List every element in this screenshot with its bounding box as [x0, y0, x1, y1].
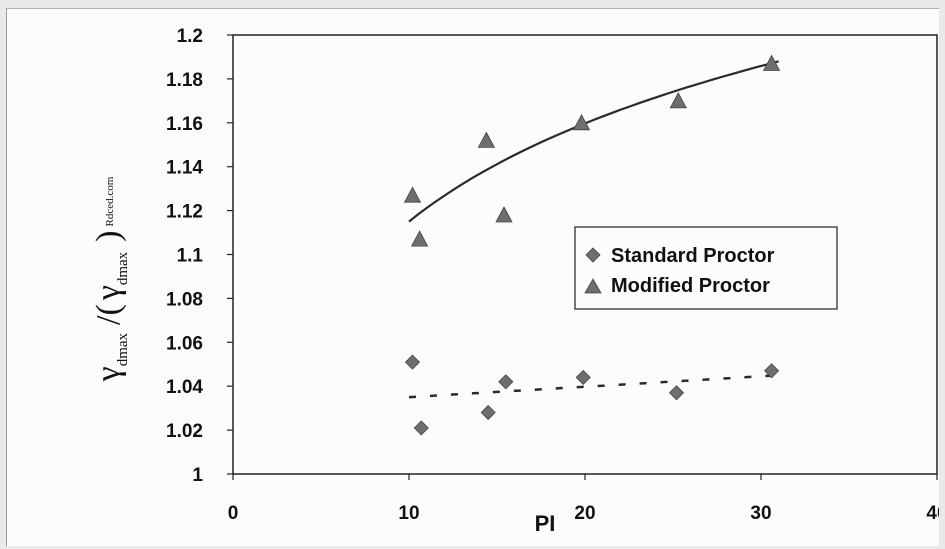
y-tick-label: 1.04	[166, 377, 203, 398]
y-tick-label: 1.12	[166, 202, 203, 223]
legend-marker-modified	[584, 278, 602, 294]
x-tick-label: 20	[574, 503, 595, 524]
trend-line-modified	[408, 60, 779, 223]
y-axis-label: γdmax/(γdmax)Rdced.com	[90, 176, 131, 382]
x-tick-label: 10	[398, 503, 419, 524]
legend-marker-standard	[585, 247, 601, 263]
chart-frame: 1 1.02 1.04 1.06 1.08 1.1 1.12 1.14 1.16 1.18 1.2 …	[6, 8, 939, 546]
x-tick-label: 40	[926, 503, 939, 524]
y-label-slash: /(	[90, 304, 127, 325]
y-tick-label: 1.14	[166, 158, 203, 179]
standard-proctor-point	[498, 374, 514, 390]
standard-proctor-point	[668, 385, 685, 401]
standard-proctor-point	[764, 363, 780, 379]
modified-proctor-point	[669, 92, 687, 109]
modified-proctor-point	[410, 230, 429, 247]
y-label-tail: Rdced.com	[104, 176, 116, 226]
y-tick-label: 1.1	[177, 246, 204, 267]
modified-proctor-point	[572, 113, 591, 131]
x-axis-label: PI	[535, 511, 556, 536]
modified-proctor-point	[403, 186, 422, 203]
svg-text:γdmax/(γdmax)Rdced.com: γdmax/(γdmax)Rdced.com	[90, 176, 131, 382]
x-tick-label: 0	[228, 503, 239, 524]
y-label-sub: dmax	[115, 332, 131, 366]
modified-proctor-point	[477, 131, 496, 148]
modified-proctor-point	[762, 54, 781, 71]
legend-box	[574, 226, 838, 310]
legend: Standard Proctor Modified Proctor	[574, 226, 838, 310]
legend-label-standard: Standard Proctor	[611, 245, 775, 267]
standard-proctor-point	[404, 354, 421, 370]
y-tick-label: 1.06	[166, 333, 203, 354]
y-tick-label: 1.18	[166, 70, 203, 91]
y-label-sub-2: dmax	[115, 251, 131, 285]
x-tick-label: 30	[750, 503, 771, 524]
legend-label-modified: Modified Proctor	[611, 275, 770, 297]
y-tick-label: 1.02	[166, 421, 203, 442]
y-tick-label: 1.16	[166, 114, 203, 135]
standard-proctor-point	[480, 404, 496, 421]
y-label-symbol: γ	[90, 366, 127, 382]
chart: 11.021.041.061.081.11.121.141.161.181.2 …	[90, 26, 939, 536]
y-tick-label: 1.2	[177, 26, 203, 47]
y-tick-label: 1	[192, 465, 203, 486]
y-tick-label: 1.08	[166, 289, 203, 310]
standard-proctor-point	[413, 420, 429, 436]
y-label-symbol-2: γ	[90, 285, 127, 301]
modified-proctor-point	[495, 206, 513, 223]
y-label-close: )	[90, 230, 127, 241]
standard-proctor-point	[575, 369, 591, 385]
